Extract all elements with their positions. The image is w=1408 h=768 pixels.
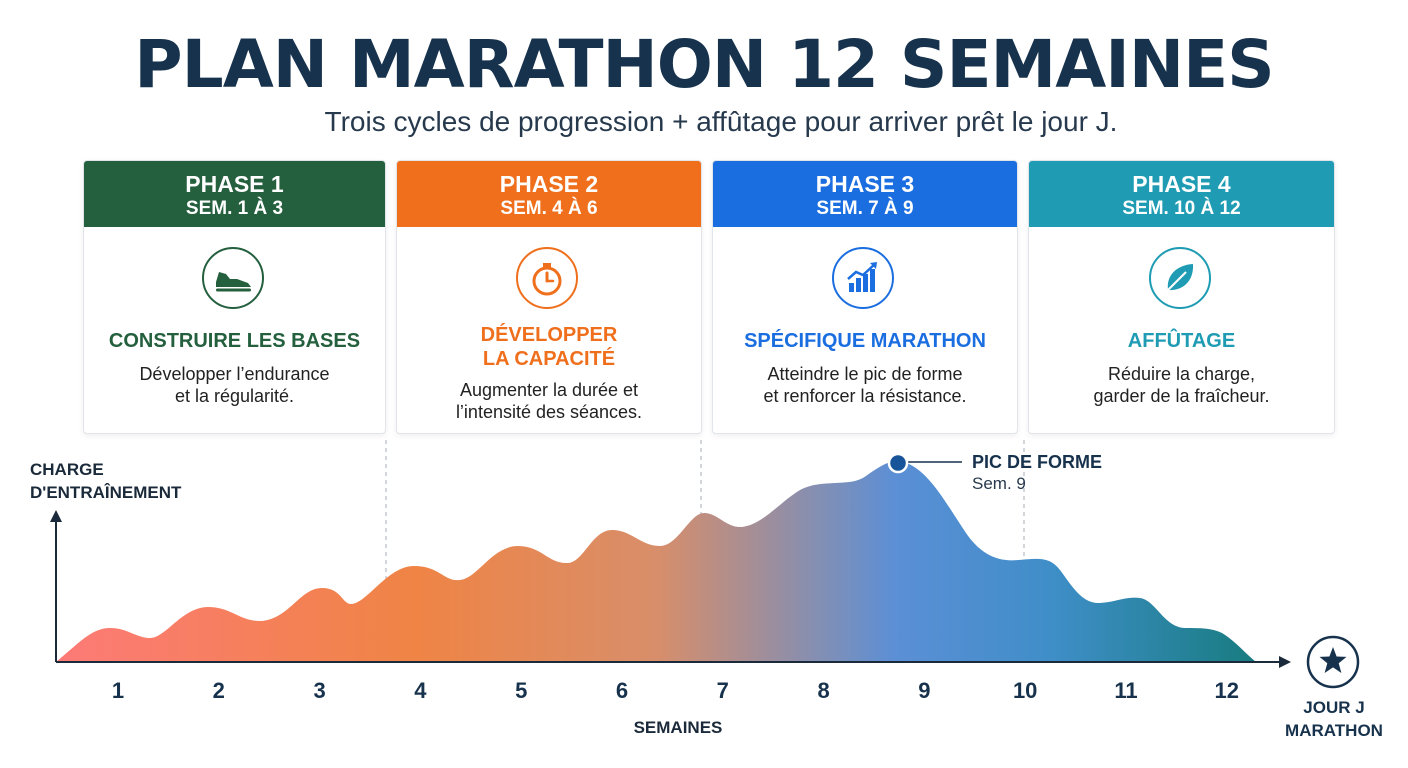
x-tick-label: 3 <box>313 678 326 703</box>
phase-number: PHASE 4 <box>1132 171 1231 197</box>
phase-heading: AFFÛTAGE <box>1127 330 1236 352</box>
phase-weeks: SEM. 7 À 9 <box>816 198 914 219</box>
phase-card-3: PHASE 3 SEM. 7 À 9 SPÉCIFIQUE MARATHON A… <box>712 160 1018 434</box>
peak-label: PIC DE FORME <box>972 452 1103 472</box>
x-axis-label: SEMAINES <box>633 718 723 737</box>
phase-card-1: PHASE 1 SEM. 1 À 3 CONSTRUIRE LES BASES … <box>83 160 386 434</box>
y-axis-label: CHARGE D'ENTRAÎNEMENT <box>30 460 182 502</box>
stopwatch-icon <box>516 247 578 309</box>
page-subtitle: Trois cycles de progression + affûtage p… <box>324 106 1118 137</box>
x-tick-label: 12 <box>1214 678 1240 703</box>
x-tick-label: 7 <box>716 678 729 703</box>
running-shoe-icon <box>201 247 264 309</box>
peak-marker <box>887 452 909 474</box>
phase-card-header: PHASE 3 SEM. 7 À 9 <box>713 161 1017 227</box>
phase-heading: DÉVELOPPER LA CAPACITÉ <box>480 324 618 370</box>
star-icon <box>1319 647 1347 673</box>
y-axis-arrow <box>50 510 62 522</box>
x-axis-arrow <box>1279 656 1291 668</box>
phase-description: Développer l’endurance et la régularité. <box>139 364 330 406</box>
phase-card-header: PHASE 1 SEM. 1 À 3 <box>84 161 385 227</box>
phase-number: PHASE 3 <box>815 171 915 197</box>
phase-number: PHASE 2 <box>499 171 599 197</box>
x-tick-label: 8 <box>817 678 830 703</box>
x-tick-label: 11 <box>1114 678 1138 703</box>
phase-weeks: SEM. 4 À 6 <box>500 198 598 219</box>
x-tick-label: 4 <box>414 678 427 703</box>
phase-weeks: SEM. 1 À 3 <box>185 198 284 219</box>
phase-description: Atteindre le pic de forme et renforcer l… <box>763 364 967 406</box>
phase-card-4: PHASE 4 SEM. 10 À 12 AFFÛTAGE Réduire la… <box>1028 160 1335 434</box>
x-tick-label: 1 <box>111 678 125 703</box>
x-tick-label: 6 <box>615 678 629 703</box>
phase-number: PHASE 1 <box>185 171 284 197</box>
phase-description: Réduire la charge, garder de la fraîcheu… <box>1093 364 1270 406</box>
x-tick-label: 5 <box>515 678 528 703</box>
phase-card-header: PHASE 2 SEM. 4 À 6 <box>397 161 701 227</box>
race-day-label: JOUR J MARATHON <box>1285 698 1383 740</box>
leaf-icon <box>1148 247 1211 309</box>
phase-card-header: PHASE 4 SEM. 10 À 12 <box>1029 161 1334 227</box>
rising-bar-chart-icon <box>832 247 894 309</box>
x-tick-label: 10 <box>1012 678 1038 703</box>
page-title: PLAN MARATHON 12 SEMAINES <box>134 26 1274 103</box>
phase-description: Augmenter la durée et l’intensité des sé… <box>455 380 643 422</box>
x-tick-label: 2 <box>212 678 225 703</box>
phase-heading: CONSTRUIRE LES BASES <box>108 330 361 352</box>
phase-card-2: PHASE 2 SEM. 4 À 6 DÉVELOPPER LA CAPACIT… <box>396 160 702 434</box>
phase-heading: SPÉCIFIQUE MARATHON <box>744 330 986 352</box>
peak-week-label: Sem. 9 <box>972 474 1026 493</box>
training-load-area <box>56 460 1256 662</box>
phase-weeks: SEM. 10 À 12 <box>1122 198 1241 219</box>
x-tick-label: 9 <box>918 678 931 703</box>
